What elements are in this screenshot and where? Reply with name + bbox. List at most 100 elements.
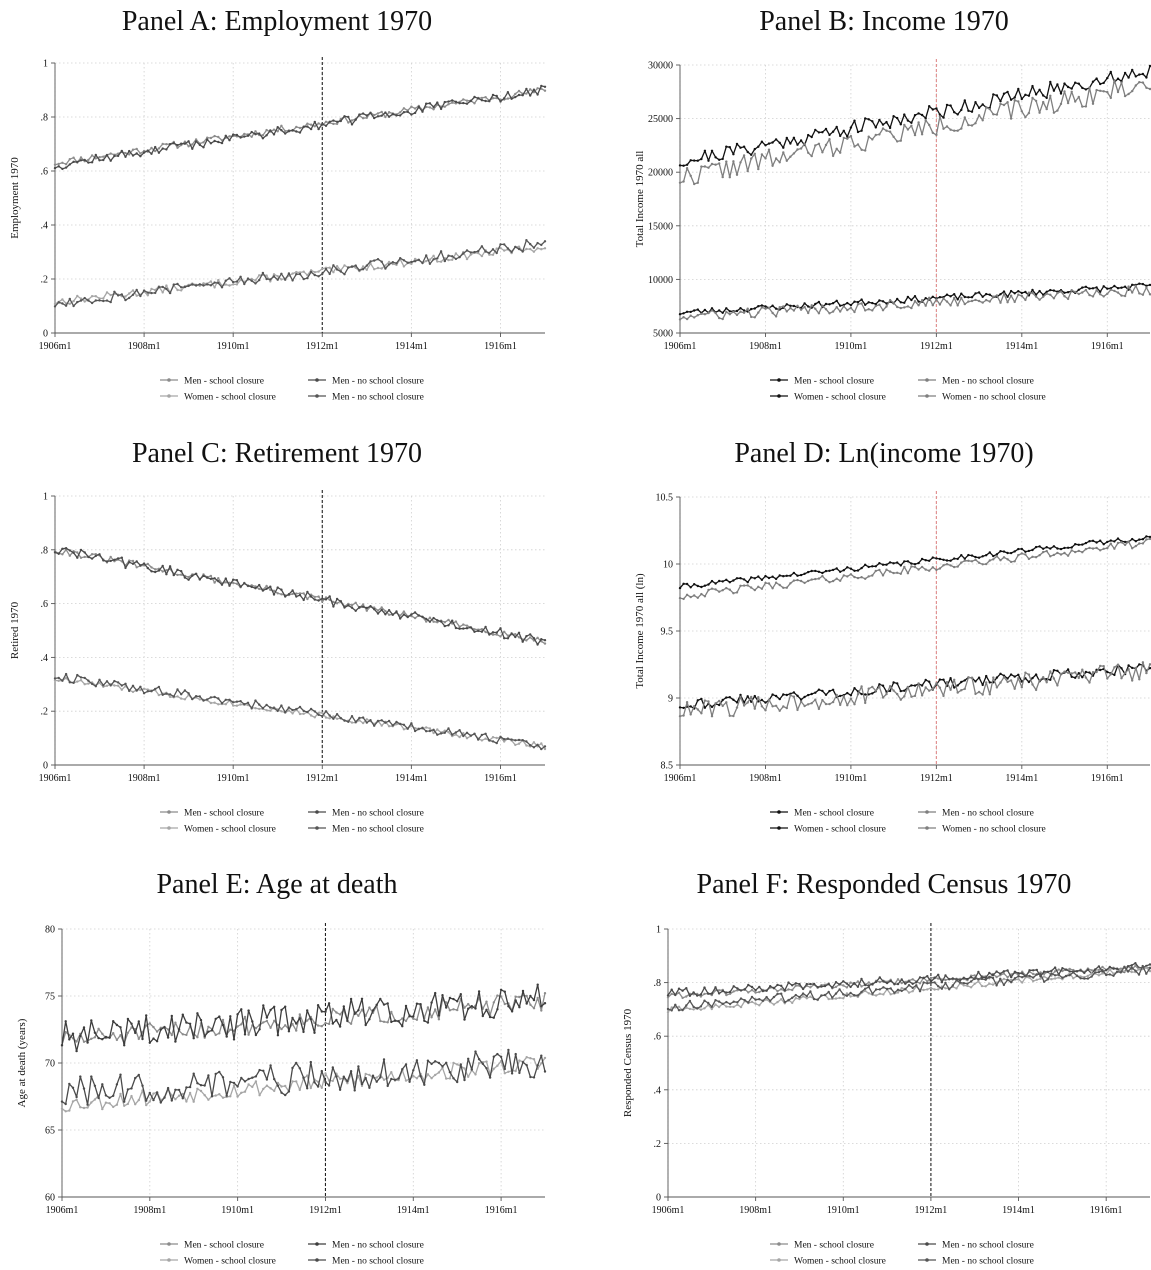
data-point — [391, 261, 394, 264]
x-tick-label: 1912m1 — [306, 341, 339, 352]
data-point — [789, 304, 792, 307]
data-point — [970, 676, 974, 679]
data-point — [462, 101, 465, 105]
data-point — [910, 124, 913, 128]
data-point — [878, 980, 881, 984]
data-point — [945, 125, 949, 128]
data-point — [119, 1026, 122, 1029]
data-point — [53, 551, 57, 554]
data-point — [717, 1000, 721, 1003]
data-point — [525, 1056, 528, 1059]
data-point — [413, 729, 417, 733]
data-point — [187, 578, 190, 581]
data-point — [1127, 92, 1130, 96]
data-point — [510, 1010, 514, 1013]
x-tick-label: 1916m1 — [1091, 773, 1124, 784]
data-point — [760, 153, 764, 156]
data-point — [1091, 671, 1095, 674]
data-point — [272, 275, 276, 278]
data-point — [991, 974, 995, 977]
data-point — [881, 123, 885, 126]
data-point — [774, 315, 778, 318]
data-point — [221, 1096, 225, 1099]
data-point — [1024, 115, 1027, 119]
data-point — [774, 307, 778, 310]
data-point — [172, 573, 175, 577]
data-point — [463, 1018, 466, 1021]
data-point — [432, 258, 435, 261]
data-point — [64, 1020, 67, 1023]
data-point — [514, 995, 517, 998]
data-point — [1106, 287, 1109, 290]
legend-marker — [925, 826, 929, 830]
data-point — [821, 689, 824, 693]
data-point — [846, 137, 849, 140]
data-point — [1050, 969, 1053, 973]
data-point — [1070, 546, 1073, 549]
data-point — [688, 999, 692, 1003]
data-point — [1145, 538, 1148, 541]
data-point — [750, 1000, 754, 1004]
y-axis-label: Employment 1970 — [9, 157, 21, 239]
data-point — [725, 993, 728, 997]
data-point — [276, 586, 279, 589]
data-point — [217, 278, 220, 282]
data-point — [935, 107, 938, 110]
data-point — [911, 990, 914, 993]
data-point — [218, 1032, 221, 1035]
data-point — [79, 159, 83, 162]
data-point — [432, 108, 435, 111]
data-point — [963, 679, 966, 682]
data-point — [746, 584, 749, 587]
data-point — [295, 592, 298, 595]
data-point — [384, 115, 387, 119]
data-point — [335, 1011, 338, 1014]
data-point — [387, 263, 391, 266]
data-point — [1032, 972, 1035, 976]
data-point — [1138, 538, 1141, 541]
data-point — [856, 303, 860, 306]
data-point — [1120, 81, 1123, 84]
data-point — [161, 693, 164, 696]
data-point — [937, 973, 940, 976]
data-point — [165, 284, 168, 287]
data-point — [112, 1020, 115, 1023]
data-point — [666, 1007, 670, 1011]
data-point — [828, 689, 831, 693]
data-point — [1070, 675, 1073, 678]
data-point — [213, 286, 216, 289]
data-point — [93, 1036, 97, 1039]
data-point — [196, 1036, 199, 1039]
data-point — [1102, 665, 1105, 668]
data-point — [696, 1007, 699, 1010]
data-point — [328, 266, 331, 269]
data-point — [1081, 551, 1084, 554]
data-point — [412, 1017, 415, 1020]
data-point — [331, 1007, 334, 1011]
data-point — [677, 1005, 681, 1008]
data-point — [243, 1015, 247, 1019]
data-point — [703, 992, 706, 996]
data-point — [321, 714, 324, 718]
data-point — [287, 593, 291, 596]
data-point — [465, 249, 469, 252]
data-point — [924, 678, 927, 682]
data-point — [235, 582, 239, 585]
data-point — [529, 94, 532, 97]
data-point — [187, 284, 190, 288]
data-point — [960, 561, 963, 564]
data-point — [402, 259, 406, 262]
data-point — [846, 691, 849, 695]
data-point — [792, 571, 796, 575]
data-point — [700, 592, 703, 596]
panel-4: Panel D: Ln(income 1970)8.599.51010.5190… — [634, 438, 1151, 834]
data-point — [845, 982, 849, 985]
data-point — [750, 700, 753, 703]
data-point — [347, 266, 350, 269]
data-point — [247, 1077, 250, 1081]
data-point — [1102, 543, 1105, 546]
data-point — [824, 569, 828, 573]
data-point — [232, 133, 235, 136]
data-point — [302, 712, 305, 715]
data-point — [302, 277, 305, 281]
